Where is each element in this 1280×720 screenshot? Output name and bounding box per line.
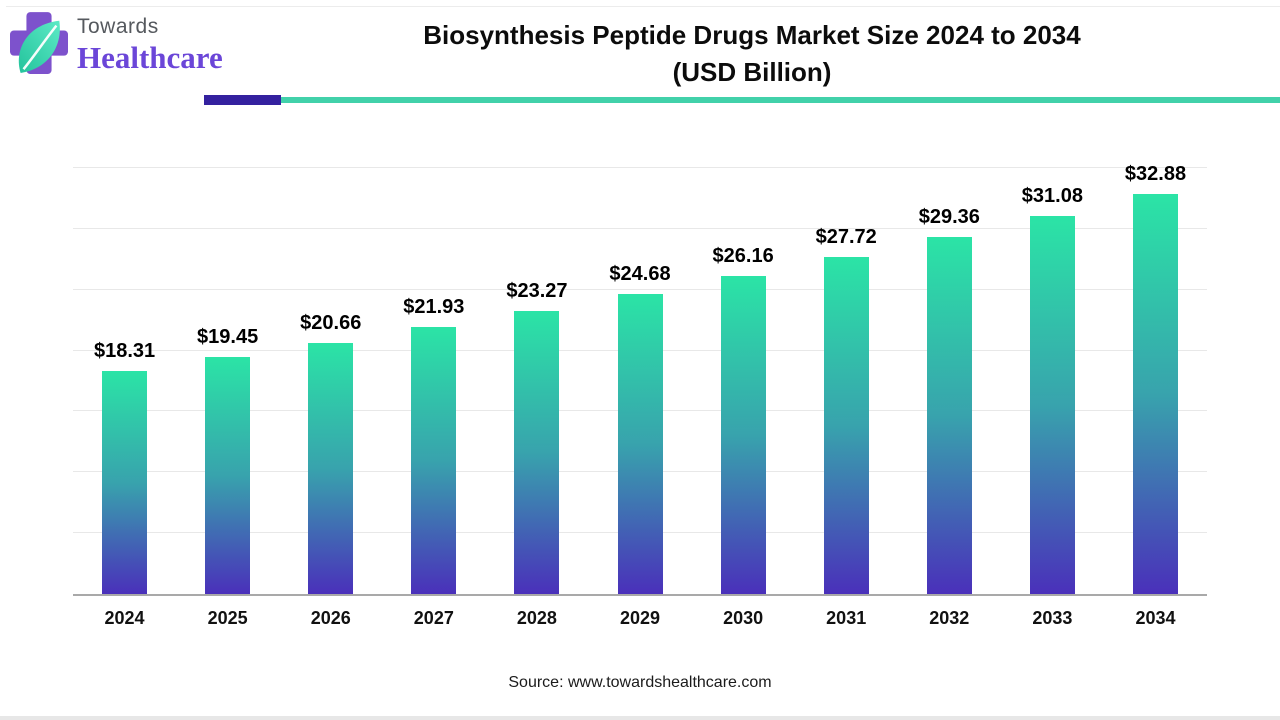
- bar-column-2029: $24.68: [588, 168, 691, 594]
- bar-column-2026: $20.66: [279, 168, 382, 594]
- gridline: [73, 167, 1207, 168]
- bar-value-label: $21.93: [403, 296, 465, 319]
- x-axis-label-2025: 2025: [207, 608, 248, 628]
- x-axis-label-2026: 2026: [310, 608, 351, 628]
- bar-2032: [926, 236, 972, 594]
- bar-2029: [617, 293, 663, 594]
- bar-2026: [308, 342, 354, 594]
- chart-title-line2: (USD Billion): [672, 57, 832, 87]
- chart-title-line1: Biosynthesis Peptide Drugs Market Size 2…: [423, 20, 1081, 50]
- bar-column-2030: $26.16: [692, 168, 795, 594]
- bar-value-label: $32.88: [1124, 162, 1187, 185]
- x-axis-label-2027: 2027: [413, 608, 454, 628]
- bar-column-2034: $32.88: [1104, 163, 1207, 594]
- bar-value-label: $20.66: [300, 311, 362, 334]
- divider-accent-bar: [204, 95, 281, 105]
- bottom-divider: [0, 716, 1280, 720]
- gridline: [73, 227, 1207, 229]
- logo-text-towards: Towards: [77, 14, 159, 38]
- bar-column-2028: $23.27: [485, 168, 588, 594]
- x-axis-label-2034: 2034: [1135, 608, 1176, 628]
- x-axis-label-2031: 2031: [826, 608, 867, 628]
- bar-2027: [411, 327, 457, 594]
- x-axis-labels: 2024 2025 2026 2027 2028 2029 2030 2031 2032 2033…: [73, 608, 1207, 629]
- bar-value-label: $18.31: [93, 340, 156, 363]
- bar-value-label: $27.72: [815, 225, 877, 248]
- bar-value-label: $19.45: [197, 326, 259, 349]
- bar-value-label: $29.36: [918, 205, 980, 228]
- bar-column-2027: $21.93: [382, 168, 485, 594]
- source-text: Source: www.towardshealthcare.com: [508, 674, 772, 691]
- bar-value-label: $23.27: [506, 279, 568, 302]
- x-axis-label-2032: 2032: [929, 608, 970, 628]
- bar-2034: [1132, 193, 1178, 594]
- bar-2031: [823, 256, 869, 594]
- plot-area: $18.31 $19.45 $20.66 $21.93 $23.27 $24.68 $26.…: [73, 163, 1207, 596]
- bar-2033: [1029, 215, 1075, 594]
- x-axis-label-2033: 2033: [1032, 608, 1073, 628]
- bar-2025: [205, 357, 251, 594]
- bar-2024: [102, 371, 148, 594]
- divider-line: [281, 97, 1280, 103]
- brand-logo: Towards Healthcare: [10, 10, 223, 78]
- bar-column-2031: $27.72: [795, 168, 898, 594]
- x-axis-label-2028: 2028: [516, 608, 557, 628]
- bar-2028: [514, 310, 560, 594]
- gridline: [73, 288, 1207, 290]
- logo-text-healthcare: Healthcare: [77, 39, 223, 75]
- x-axis-label-2029: 2029: [619, 608, 661, 628]
- bar-column-2025: $19.45: [176, 168, 279, 594]
- bar-column-2024: $18.31: [73, 168, 176, 594]
- chart-title: Biosynthesis Peptide Drugs Market Size 2…: [224, 17, 1280, 91]
- bar-value-label: $31.08: [1021, 184, 1083, 207]
- healthcare-cross-leaf-logo-icon: [10, 12, 68, 74]
- bar-column-2032: $29.36: [898, 168, 1001, 594]
- x-axis-label-2030: 2030: [723, 608, 764, 628]
- top-divider: [6, 6, 1280, 7]
- bar-value-label: $24.68: [609, 262, 671, 285]
- logo-text: Towards Healthcare: [77, 14, 223, 75]
- x-axis-label-2024: 2024: [104, 608, 145, 628]
- bar-2030: [720, 275, 766, 594]
- bar-column-2033: $31.08: [1001, 168, 1104, 594]
- bar-value-label: $26.16: [712, 244, 774, 267]
